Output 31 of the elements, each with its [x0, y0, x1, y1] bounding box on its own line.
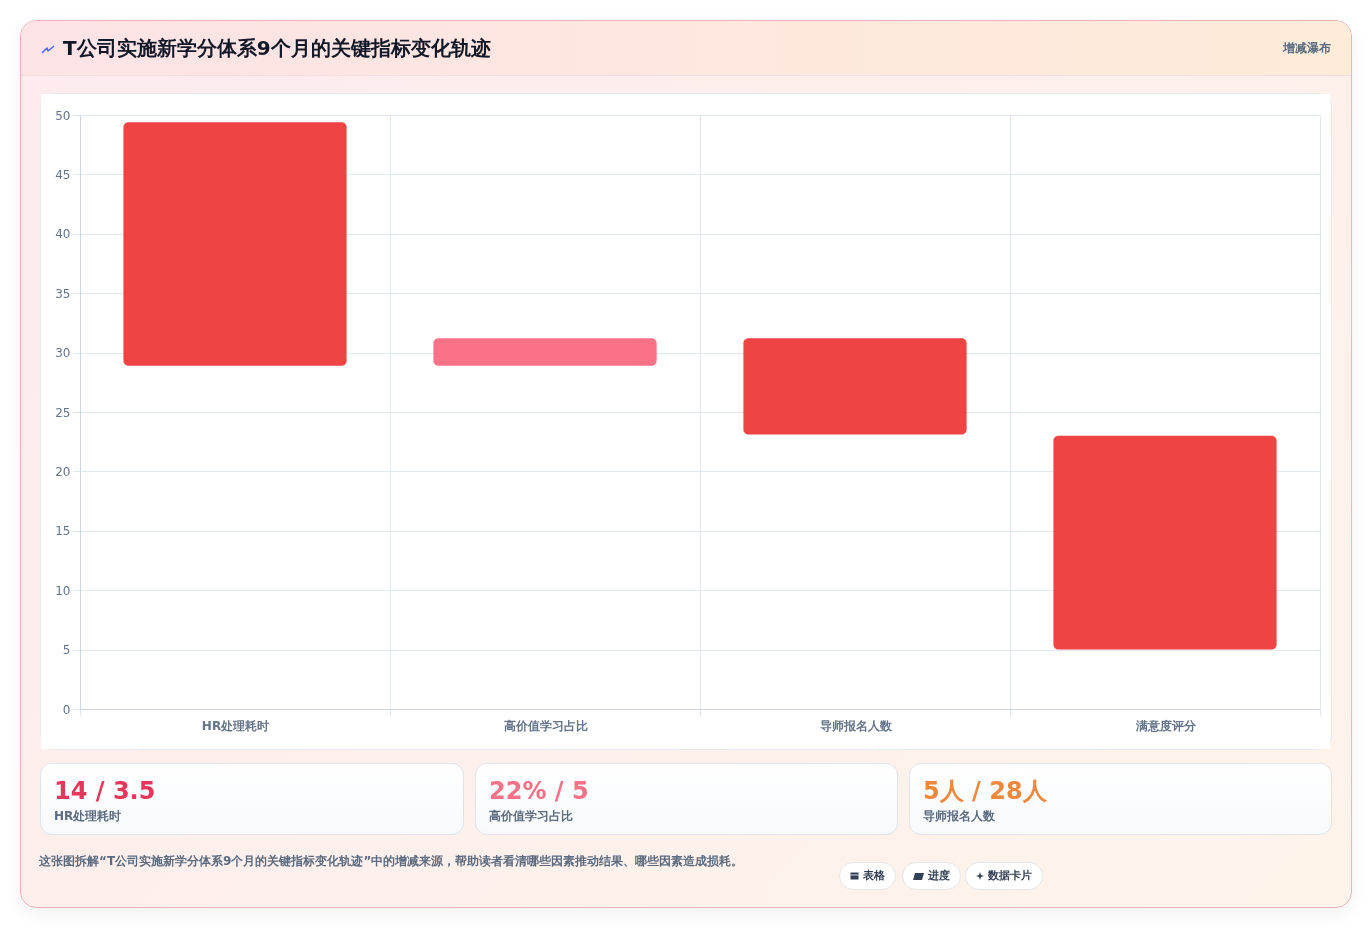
- y-tick-label: 5: [62, 643, 71, 658]
- text: 5人 / 28人: [923, 776, 1047, 806]
- y-tick-label: 30: [55, 346, 71, 361]
- x-tick-label: 导师报名人数: [819, 718, 893, 733]
- bar: [433, 338, 657, 366]
- y-tick-label: 45: [55, 167, 71, 182]
- chart-title: T公司实施新学分体系9个月的关键指标变化轨迹: [63, 35, 491, 61]
- text: 高价值学习占比: [489, 808, 573, 824]
- text: 22% / 5: [489, 776, 589, 806]
- chart-subtitle: 增减瀑布: [1283, 40, 1331, 57]
- y-tick-label: 0: [62, 702, 71, 717]
- text: 导师报名人数: [923, 808, 995, 824]
- x-tick-label: 高价值学习占比: [503, 718, 588, 733]
- bar: [743, 338, 967, 435]
- bar: [1053, 435, 1277, 650]
- x-tick-label: HR处理耗时: [201, 718, 270, 733]
- text: 数据卡片: [988, 868, 1032, 884]
- y-tick-label: 10: [55, 583, 71, 598]
- text: 14 / 3.5: [54, 776, 156, 806]
- y-tick-label: 15: [55, 524, 71, 539]
- y-tick-label: 40: [55, 227, 71, 242]
- y-tick-label: 50: [55, 108, 71, 123]
- text: 进度: [928, 868, 950, 884]
- text: 这张图拆解“T公司实施新学分体系9个月的关键指标变化轨迹”中的增减来源，帮助读者看清哪些因素推动结果、哪些因素造成损耗。: [39, 853, 745, 870]
- text: HR处理耗时: [54, 808, 122, 824]
- x-tick-label: 满意度评分: [1134, 718, 1197, 733]
- bar: [123, 122, 347, 366]
- y-tick-label: 35: [55, 286, 71, 301]
- text: 表格: [863, 868, 885, 884]
- y-tick-label: 25: [55, 405, 71, 420]
- y-tick-label: 20: [55, 464, 71, 479]
